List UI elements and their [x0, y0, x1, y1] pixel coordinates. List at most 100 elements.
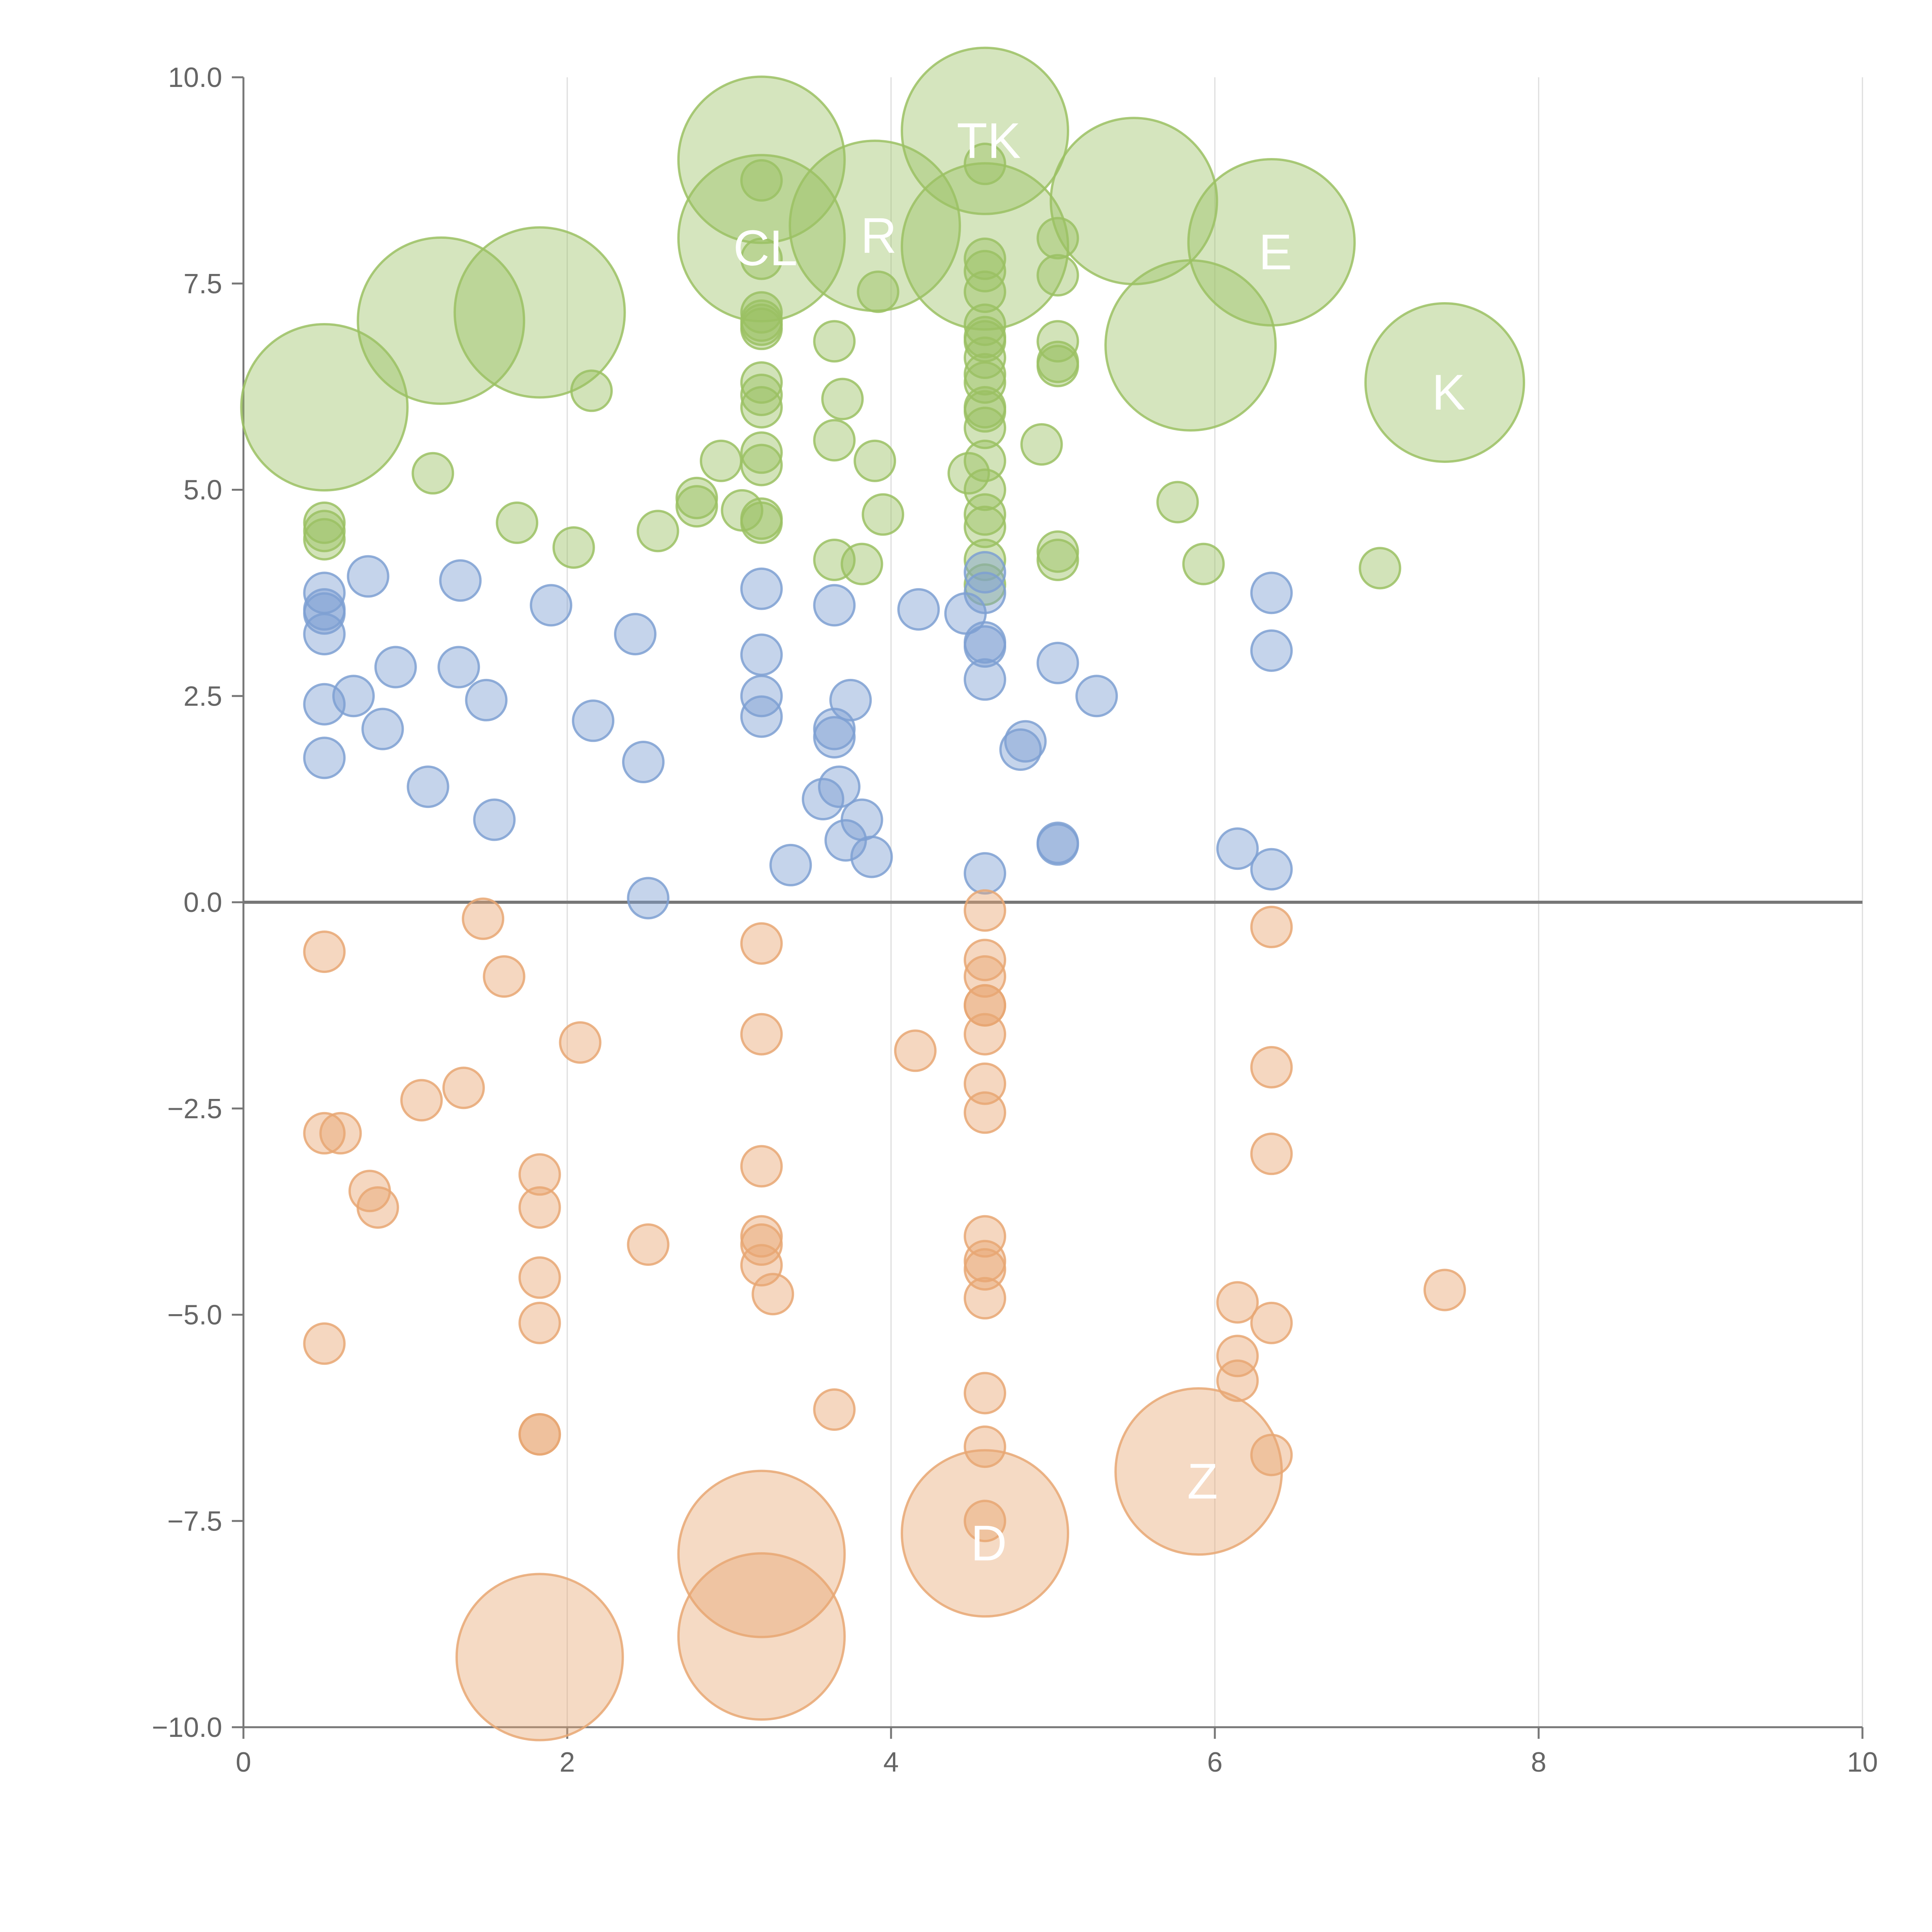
orange-point: [964, 984, 1007, 1027]
blue-point: [840, 798, 883, 841]
orange-point: [964, 1372, 1007, 1415]
green-point: [964, 303, 1007, 346]
orange-point: [964, 1500, 1007, 1543]
green-bubble: [901, 162, 1070, 331]
orange-point: [319, 1112, 362, 1155]
green-point: [740, 386, 783, 429]
blue-point: [530, 584, 573, 627]
orange-point: [1216, 1335, 1259, 1378]
y-tick-label: 10.0: [168, 62, 222, 93]
green-bubble: [453, 226, 626, 399]
x-tick-label: 8: [1531, 1747, 1546, 1778]
orange-point: [442, 1066, 485, 1109]
green-bubble: [789, 139, 961, 312]
x-tick-label: 10: [1847, 1747, 1878, 1778]
blue-point: [1075, 675, 1118, 718]
blue-point: [740, 567, 783, 610]
blue-point: [614, 613, 656, 656]
green-point: [964, 538, 1007, 581]
blue-point: [1036, 821, 1079, 864]
green-bubble: [677, 75, 846, 244]
orange-point: [518, 1256, 561, 1299]
orange-point: [964, 1062, 1007, 1105]
blue-point: [627, 877, 670, 920]
green-bubble-label: CL: [733, 219, 798, 276]
green-point: [740, 431, 783, 474]
green-point: [964, 237, 1007, 280]
orange-point: [740, 1244, 783, 1287]
green-point: [964, 270, 1007, 313]
green-point: [740, 361, 783, 404]
green-point: [854, 439, 896, 482]
y-tick-label: −2.5: [167, 1094, 222, 1124]
y-tick-label: 2.5: [184, 681, 222, 712]
blue-point: [740, 695, 783, 738]
x-tick-label: 6: [1207, 1747, 1223, 1778]
blue-point: [1004, 720, 1047, 763]
green-point: [813, 320, 856, 363]
orange-point: [559, 1021, 602, 1064]
orange-point: [1216, 1281, 1259, 1324]
blue-point: [1216, 827, 1259, 870]
orange-point: [1250, 1046, 1293, 1088]
orange-point: [813, 1388, 856, 1431]
blue-point: [818, 765, 861, 808]
blue-point: [1036, 641, 1079, 684]
orange-point: [518, 1413, 561, 1456]
green-point: [862, 493, 905, 536]
blue-point: [361, 707, 404, 750]
blue-point: [1250, 571, 1293, 614]
orange-point: [462, 897, 505, 940]
green-bubble: [901, 46, 1070, 215]
green-point: [740, 237, 783, 280]
green-point: [813, 538, 856, 581]
green-point: [821, 378, 864, 420]
green-point: [1036, 254, 1079, 297]
orange-point: [740, 1013, 783, 1056]
green-point: [675, 485, 718, 528]
green-bubble: [677, 154, 846, 323]
green-bubble-label: TK: [957, 112, 1021, 169]
x-tick-label: 0: [236, 1747, 251, 1778]
orange-point: [1423, 1269, 1466, 1311]
blue-point: [850, 835, 893, 878]
green-bubble: [1049, 117, 1218, 286]
green-point: [740, 373, 783, 416]
orange-bubble: [677, 1552, 846, 1721]
blue-point: [437, 646, 480, 689]
green-point: [964, 336, 1007, 379]
orange-point: [1216, 1359, 1259, 1402]
bubble-labels: CL R TK E K D Z: [733, 112, 1466, 1571]
orange-point: [964, 889, 1007, 932]
data-points: [240, 46, 1525, 1742]
orange-bubble: [455, 1573, 624, 1742]
blue-point: [829, 679, 872, 721]
blue-point: [964, 625, 1007, 668]
green-point: [964, 390, 1007, 433]
blue-point: [964, 571, 1007, 614]
blue-point: [1250, 848, 1293, 891]
x-tick-label: 2: [560, 1747, 575, 1778]
x-tick-label: 4: [883, 1747, 899, 1778]
green-point: [1359, 547, 1401, 590]
green-point: [740, 159, 783, 202]
green-bubble: [1187, 158, 1356, 327]
blue-point: [769, 844, 812, 886]
green-point: [552, 526, 595, 569]
y-tick-label: −5.0: [167, 1300, 222, 1331]
blue-point: [465, 679, 508, 721]
green-point: [740, 497, 783, 540]
green-bubble: [357, 236, 526, 405]
axes: 0 2 4 6 8 10 −10.0 −7.5 −5.0 −2.5 0.0 2.5 5.0 7.5 10.0: [152, 62, 1878, 1778]
blue-point: [1250, 629, 1293, 672]
green-bubble: [1364, 302, 1525, 463]
orange-point: [303, 1112, 346, 1155]
green-point: [740, 444, 783, 486]
orange-point: [964, 1013, 1007, 1056]
y-tick-label: 0.0: [184, 887, 222, 918]
green-point: [964, 406, 1007, 449]
orange-point: [964, 939, 1007, 981]
y-tick-label: 7.5: [184, 269, 222, 299]
